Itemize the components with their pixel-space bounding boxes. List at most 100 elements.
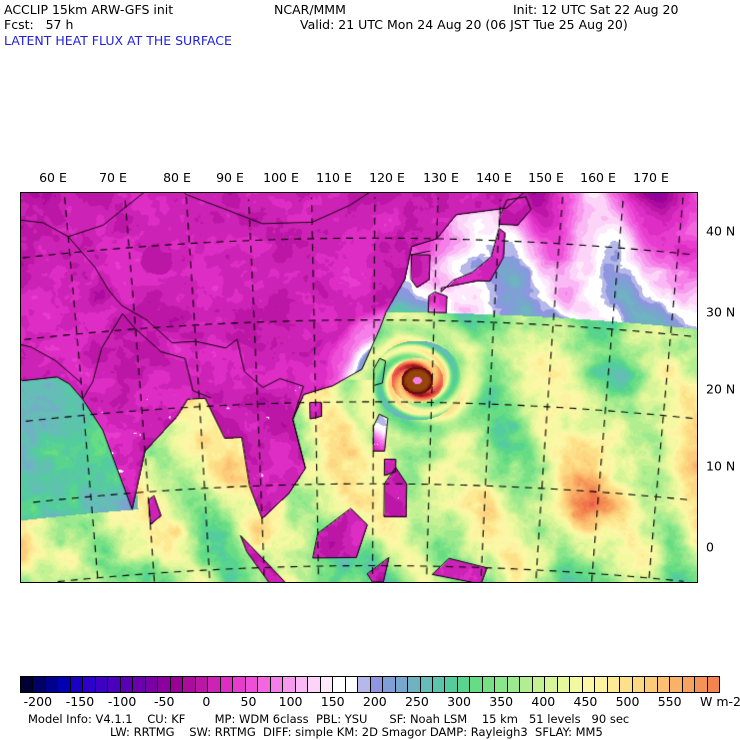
colorbar-swatch [158,677,171,692]
colorbar-swatch [58,677,71,692]
lon-tick-label: 160 E [580,170,616,185]
colorbar-swatch [383,677,396,692]
colorbar-swatch [333,677,346,692]
colorbar-swatch [520,677,533,692]
colorbar-tick: 250 [405,694,429,709]
colorbar-swatch [120,677,134,692]
colorbar-swatch [457,677,471,692]
header-model-line: ACCLIP 15km ARW-GFS init [4,2,174,17]
colorbar-swatch [345,677,359,692]
colorbar-swatch [670,677,683,692]
colorbar-swatch [208,677,221,692]
model-info-line-1: Model Info: V4.1.1 CU: KF MP: WDM 6class… [28,712,630,726]
colorbar-swatch [108,677,121,692]
colorbar-tick: 400 [531,694,556,709]
latitude-axis: 40 N 30 N 20 N 10 N 0 [702,192,740,583]
header-block: ACCLIP 15km ARW-GFS init Fcst: 57 h NCAR… [0,0,740,52]
colorbar-tick: 100 [278,694,303,709]
colorbar-swatch [408,677,421,692]
lat-tick-label: 10 N [706,458,736,474]
header-fcst-line: Fcst: 57 h [4,17,74,32]
lon-tick-label: 70 E [99,170,127,185]
colorbar-tick: 200 [362,694,387,709]
lon-tick-label: 150 E [528,170,564,185]
colorbar-swatch [33,677,46,692]
colorbar-swatch [445,677,458,692]
lon-tick-label: 140 E [476,170,512,185]
colorbar-swatch [545,677,558,692]
colorbar-tick: 300 [447,694,471,709]
colorbar-tick: -150 [65,694,95,709]
colorbar-swatch [258,677,271,692]
lon-tick-label: 170 E [633,170,669,185]
lon-tick-label: 110 E [316,170,352,185]
colorbar-swatch [21,677,34,692]
lon-tick-label: 90 E [216,170,244,185]
colorbar-swatch [595,677,608,692]
colorbar-swatch [183,677,196,692]
latent-heat-flux-raster [21,193,697,582]
colorbar-swatch [657,677,671,692]
header-init-time: Init: 12 UTC Sat 22 Aug 20 [513,2,679,17]
colorbar-swatch [395,677,409,692]
header-valid-time: Valid: 21 UTC Mon 24 Aug 20 (06 JST Tue … [300,17,628,32]
colorbar-tick: 450 [573,694,598,709]
lon-tick-label: 100 E [263,170,299,185]
colorbar-swatch [695,677,708,692]
colorbar-swatch [495,677,508,692]
colorbar-swatch [582,677,596,692]
colorbar-swatch [570,677,583,692]
colorbar-tick: 50 [240,694,257,709]
colorbar-tick: -50 [154,694,175,709]
lat-tick-label: 30 N [706,304,736,320]
colorbar-swatch [95,677,109,692]
colorbar-swatch [645,677,658,692]
lon-tick-label: 130 E [423,170,459,185]
colorbar-swatch [482,677,496,692]
lat-tick-label: 40 N [706,223,736,239]
colorbar-swatch [420,677,433,692]
colorbar-tick: 150 [320,694,345,709]
colorbar-units: W m-2 [700,694,740,709]
colorbar-swatch [133,677,146,692]
header-center-label: NCAR/MMM [274,2,346,17]
colorbar-swatch [507,677,521,692]
lon-tick-label: 120 E [369,170,405,185]
colorbar-swatch [70,677,84,692]
colorbar-swatch [220,677,234,692]
colorbar-tick: -100 [107,694,137,709]
colorbar-swatch [170,677,184,692]
colorbar-swatch [557,677,571,692]
colorbar-swatch [607,677,621,692]
colorbar-swatch [145,677,159,692]
field-title: LATENT HEAT FLUX AT THE SURFACE [4,33,232,48]
colorbar-swatch [532,677,546,692]
colorbar-swatch [620,677,633,692]
colorbar [20,676,720,693]
colorbar-swatch [270,677,284,692]
colorbar-tick: 500 [615,694,640,709]
colorbar-swatch [283,677,296,692]
colorbar-swatch [320,677,334,692]
lon-tick-label: 60 E [39,170,67,185]
colorbar-swatch [470,677,483,692]
colorbar-tick: 350 [489,694,514,709]
longitude-axis: 60 E 70 E 80 E 90 E 100 E 110 E 120 E 130 E 140 … [0,170,740,188]
lat-tick-label: 20 N [706,381,736,397]
lon-tick-label: 80 E [163,170,191,185]
colorbar-swatch [370,677,384,692]
colorbar-swatch [195,677,209,692]
lat-tick-label: 0 [706,539,714,555]
colorbar-tick: -200 [23,694,53,709]
colorbar-swatch [632,677,646,692]
colorbar-swatch [245,677,259,692]
colorbar-swatch [45,677,59,692]
colorbar-swatch [83,677,96,692]
colorbar-swatch [295,677,309,692]
colorbar-swatch [432,677,446,692]
map-panel[interactable] [20,192,698,583]
colorbar-tick: 550 [657,694,682,709]
colorbar-swatch [682,677,696,692]
colorbar-tick-labels: -200 -150 -100 -50 0 50 100 150 200 250 300 350 400 4… [0,694,740,710]
colorbar-swatch [358,677,371,692]
